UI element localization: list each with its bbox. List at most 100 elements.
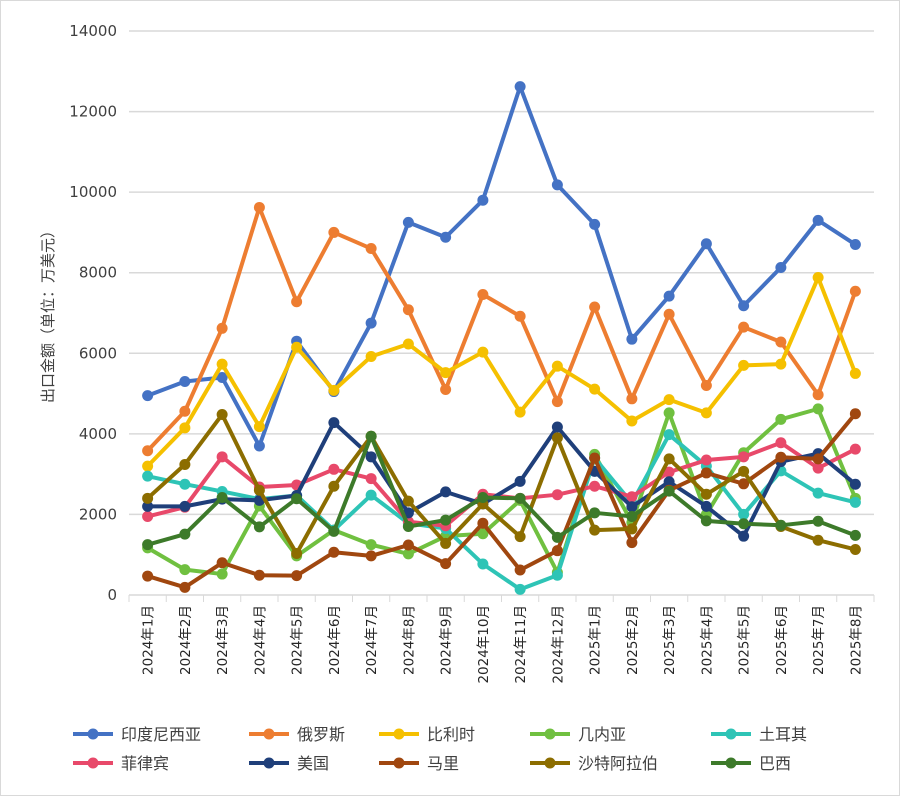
data-point [775, 519, 787, 531]
legend-item: 美国 [249, 754, 329, 773]
data-point [402, 495, 414, 507]
x-tick-label: 2024年5月 [290, 605, 306, 675]
legend-label: 比利时 [427, 725, 475, 744]
legend-marker [263, 757, 275, 769]
data-point [700, 515, 712, 527]
data-point [216, 409, 228, 421]
data-point [402, 548, 414, 560]
data-point [663, 308, 675, 320]
legend-label: 菲律宾 [121, 754, 169, 773]
data-point [365, 351, 377, 363]
data-point [626, 510, 638, 522]
data-point [738, 321, 750, 333]
data-point [365, 489, 377, 501]
x-tick-label: 2024年10月 [476, 605, 492, 684]
legend-marker [725, 757, 737, 769]
data-point [551, 432, 563, 444]
x-axis-ticks: 2024年1月 2024年2月 2024年3月 2024年4月 2024年5月 2024年… [128, 595, 875, 684]
data-point [253, 484, 265, 496]
data-point [849, 496, 861, 508]
data-point [663, 290, 675, 302]
legend-marker [87, 757, 99, 769]
series-line [147, 412, 857, 590]
data-point [477, 346, 489, 358]
series-line [146, 205, 858, 453]
data-point [663, 466, 675, 478]
data-point [253, 421, 265, 433]
x-tick-label: 2025年6月 [774, 605, 790, 675]
series-line [146, 275, 858, 468]
data-point [738, 451, 750, 463]
data-point [738, 478, 750, 490]
x-tick-label: 2025年1月 [588, 605, 604, 675]
data-point [402, 216, 414, 228]
legend-item: 巴西 [711, 754, 791, 773]
x-tick-label: 2024年7月 [364, 605, 380, 675]
data-point [514, 310, 526, 322]
data-point [216, 557, 228, 569]
data-point [626, 501, 638, 513]
data-point [738, 530, 750, 542]
data-point [812, 534, 824, 546]
series-lines [142, 81, 861, 595]
data-point [812, 389, 824, 401]
data-point [365, 539, 377, 551]
data-point [626, 537, 638, 549]
data-point [514, 406, 526, 418]
data-point [589, 218, 601, 230]
data-point [440, 384, 452, 396]
data-point [477, 194, 489, 206]
data-point [477, 492, 489, 504]
data-point [812, 487, 824, 499]
legend-marker [393, 728, 405, 740]
y-tick-label: 12000 [69, 103, 117, 121]
data-point [775, 261, 787, 273]
series-印度尼西亚 [142, 81, 861, 452]
legend-item: 沙特阿拉伯 [530, 754, 658, 773]
x-tick-label: 2025年8月 [848, 605, 864, 675]
series-line [147, 434, 857, 547]
data-point [440, 514, 452, 526]
data-point [589, 383, 601, 395]
data-point [589, 301, 601, 313]
data-point [253, 569, 265, 581]
data-point [663, 476, 675, 488]
data-point [179, 375, 191, 387]
series-line [146, 406, 858, 577]
data-point [365, 550, 377, 562]
data-point [365, 317, 377, 329]
data-point [514, 564, 526, 576]
data-point [700, 500, 712, 512]
y-tick-label: 4000 [79, 425, 117, 443]
legend-marker [544, 728, 556, 740]
data-point [738, 508, 750, 520]
y-axis-label: 出口金额（单位：万美元） [39, 223, 57, 403]
data-point [626, 491, 638, 503]
legend-marker [544, 757, 556, 769]
legend-item: 比利时 [379, 725, 475, 744]
legend-marker [263, 728, 275, 740]
data-point [551, 531, 563, 543]
data-point [440, 558, 452, 570]
legend-label: 土耳其 [759, 725, 807, 744]
data-point [812, 515, 824, 527]
series-比利时 [142, 272, 861, 472]
legend-item: 土耳其 [711, 725, 807, 744]
data-point [700, 407, 712, 419]
data-point [738, 359, 750, 371]
data-point [253, 201, 265, 213]
data-point [663, 453, 675, 465]
data-point [142, 570, 154, 582]
data-point [700, 488, 712, 500]
y-tick-label: 0 [107, 586, 117, 604]
x-tick-label: 2024年12月 [550, 605, 566, 684]
data-point [365, 430, 377, 442]
data-point [626, 333, 638, 345]
y-tick-label: 2000 [79, 505, 117, 523]
data-point [328, 384, 340, 396]
data-point [328, 226, 340, 238]
data-point [253, 521, 265, 533]
x-tick-label: 2025年3月 [662, 605, 678, 675]
